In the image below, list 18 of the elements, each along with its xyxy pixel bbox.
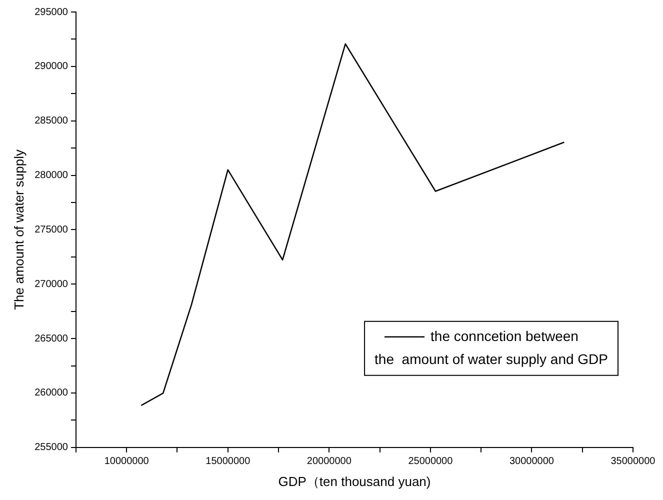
legend-label: the conncetion between the amount of water supply and GDP (374, 328, 608, 367)
y-tick-label: 255000 (34, 442, 68, 454)
x-tick-label: 35000000 (610, 456, 656, 468)
x-tick-label: 25000000 (408, 456, 454, 468)
y-tick-label: 295000 (34, 6, 68, 18)
y-tick-label: 265000 (34, 333, 68, 344)
y-tick-label: 270000 (34, 278, 68, 290)
y-tick-label: 290000 (34, 61, 68, 72)
y-axis-title: The amount of water supply (11, 148, 26, 310)
x-tick-label: 15000000 (206, 456, 251, 468)
x-tick-label: 30000000 (509, 456, 554, 468)
y-tick-label: 275000 (34, 224, 68, 236)
x-axis-title: GDP（ten thousand yuan) (278, 474, 431, 489)
x-tick-label: 20000000 (306, 456, 352, 468)
y-tick-label: 280000 (34, 170, 68, 182)
y-tick-label: 285000 (34, 116, 68, 127)
y-tick-label: 260000 (34, 388, 68, 399)
x-tick-label: 10000000 (104, 456, 150, 468)
